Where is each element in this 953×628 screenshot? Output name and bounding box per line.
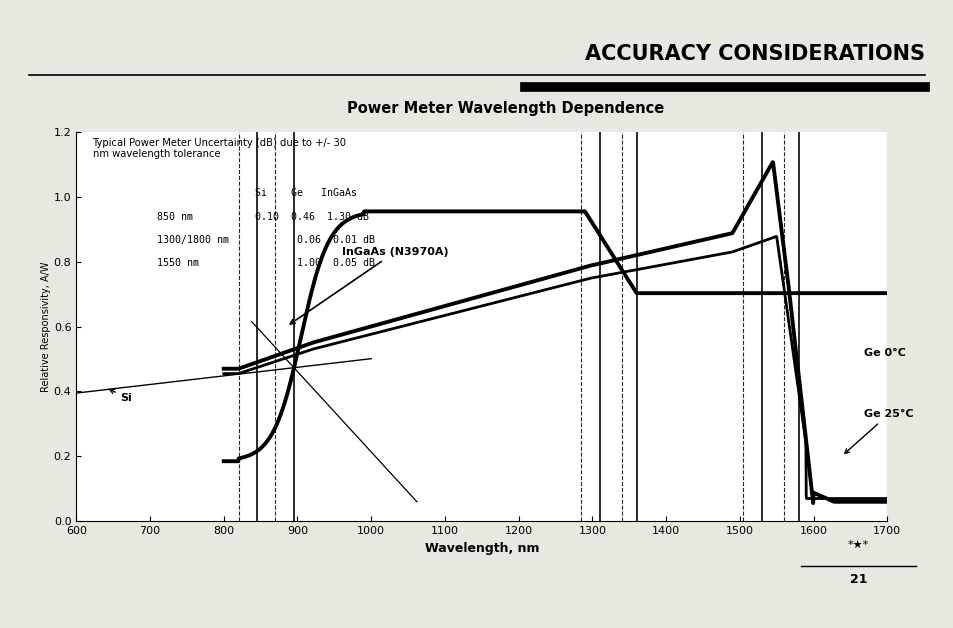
Text: ACCURACY CONSIDERATIONS: ACCURACY CONSIDERATIONS bbox=[585, 44, 924, 64]
Text: 1300/1800 nm: 1300/1800 nm bbox=[157, 235, 229, 245]
Y-axis label: Relative Responsivity, A/W: Relative Responsivity, A/W bbox=[41, 261, 51, 392]
Text: 1.00  0.05 dB: 1.00 0.05 dB bbox=[254, 258, 375, 268]
Text: Typical Power Meter Uncertainty (dB) due to +/- 30
nm wavelength tolerance: Typical Power Meter Uncertainty (dB) due… bbox=[92, 138, 346, 160]
Text: Si    Ge   InGaAs: Si Ge InGaAs bbox=[254, 188, 356, 198]
Text: Si: Si bbox=[110, 389, 132, 403]
Text: InGaAs (N3970A): InGaAs (N3970A) bbox=[290, 247, 448, 324]
Text: Power Meter Wavelength Dependence: Power Meter Wavelength Dependence bbox=[347, 101, 664, 116]
Text: 850 nm: 850 nm bbox=[157, 212, 193, 222]
Text: 21: 21 bbox=[849, 573, 866, 586]
Text: 1550 nm: 1550 nm bbox=[157, 258, 199, 268]
Text: 0.10  0.46  1.30 dB: 0.10 0.46 1.30 dB bbox=[254, 212, 368, 222]
X-axis label: Wavelength, nm: Wavelength, nm bbox=[424, 542, 538, 555]
Text: Ge 25°C: Ge 25°C bbox=[843, 409, 912, 453]
Text: *★*: *★* bbox=[847, 539, 868, 550]
Text: Ge 0°C: Ge 0°C bbox=[862, 347, 904, 357]
Text: 0.06  0.01 dB: 0.06 0.01 dB bbox=[254, 235, 375, 245]
